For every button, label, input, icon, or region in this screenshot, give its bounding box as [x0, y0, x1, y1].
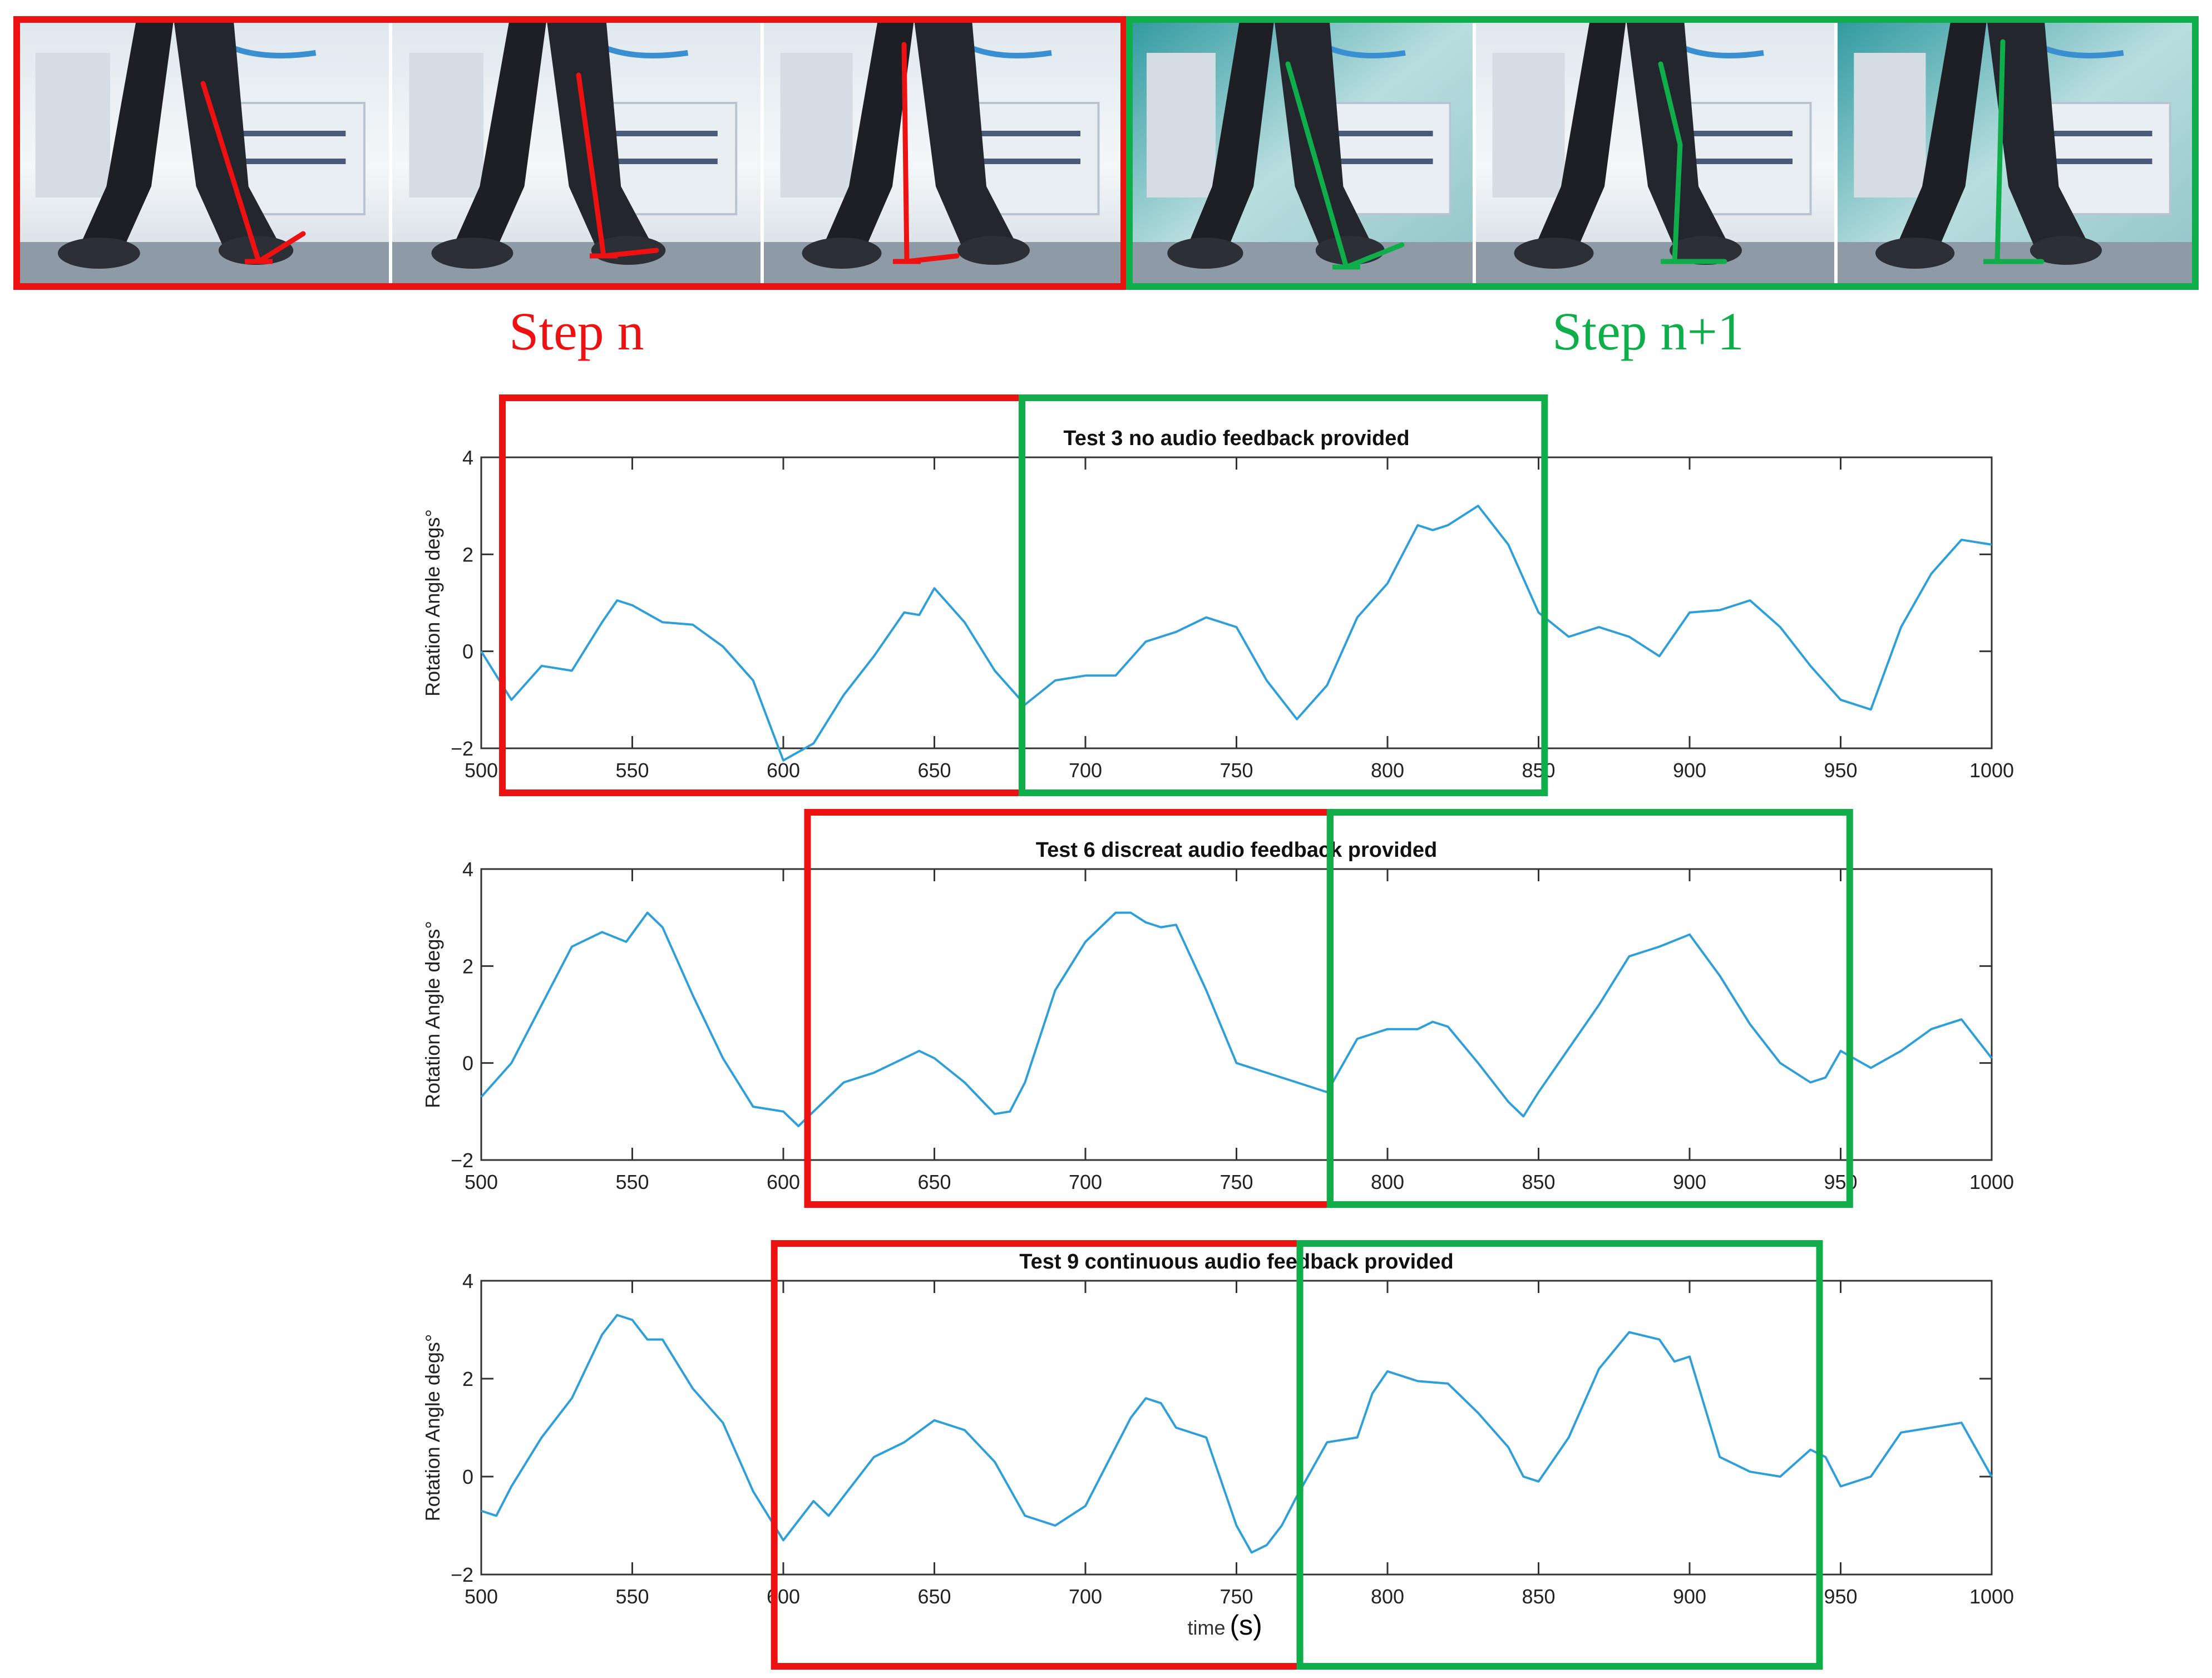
step-n-frame-3 [761, 19, 1124, 287]
y-tick-label: 0 [462, 640, 473, 663]
x-tick-label: 650 [917, 1585, 951, 1608]
x-tick-label: 950 [1824, 759, 1857, 782]
x-tick-label: 550 [615, 759, 649, 782]
x-tick-label: 650 [917, 1171, 951, 1193]
step-n-frame-2 [389, 19, 762, 287]
chart-panel-3: 500 550 600 650 700 750 800 850 900 950 1000 −2 0 2 4 R… [421, 1240, 2014, 1670]
step-n-frame-1 [17, 19, 391, 287]
y-tick-label: 2 [462, 543, 473, 566]
x-tick-label: 950 [1824, 1171, 1857, 1193]
chart-title: Test 6 discreat audio feedback provided [1036, 838, 1438, 862]
step-n1-frame-3 [1834, 19, 2195, 287]
x-tick-label: 550 [615, 1585, 649, 1608]
series-line [480, 505, 1992, 762]
y-tick-label: 4 [462, 446, 473, 469]
x-tick-label: 600 [767, 759, 800, 782]
step-n1-frame-1 [1129, 19, 1474, 287]
y-tick-label: −2 [451, 1149, 473, 1172]
x-tick-label: 800 [1371, 759, 1404, 782]
chart-panel-1: 500 550 600 650 700 750 800 850 900 950 1000 −2 0 2 4 R… [421, 394, 2014, 796]
step-n1-label: Step n+1 [1552, 302, 1744, 361]
step-n1-frame-2-leg-line [1658, 61, 1727, 264]
x-tick-label: 500 [465, 759, 498, 782]
chart-title: Test 3 no audio feedback provided [1063, 427, 1409, 450]
step-n1-frame-2 [1473, 19, 1836, 287]
step-n1-box [1296, 1240, 1823, 1670]
x-axis-unit: (s) [1230, 1610, 1262, 1641]
step-n-frame-box [13, 16, 1127, 290]
step-n-box [499, 394, 1025, 796]
y-tick-label: −2 [451, 737, 473, 760]
gait-photo-strip [13, 16, 2199, 290]
x-tick-label: 850 [1522, 1171, 1555, 1193]
x-tick-label: 850 [1522, 1585, 1555, 1608]
x-tick-label: 600 [767, 1171, 800, 1193]
x-tick-label: 750 [1219, 1171, 1253, 1193]
y-tick-label: 4 [462, 1270, 473, 1292]
y-axis-label: Rotation Angle degs° [421, 1334, 444, 1522]
x-tick-label: 700 [1069, 1585, 1102, 1608]
y-axis-label: Rotation Angle degs° [421, 921, 444, 1108]
x-tick-label: 900 [1673, 1171, 1706, 1193]
y-tick-label: 0 [462, 1052, 473, 1075]
x-tick-label: 500 [465, 1171, 498, 1193]
plot-area [480, 456, 1993, 749]
step-n-box [804, 809, 1334, 1208]
y-tick-label: 2 [462, 955, 473, 978]
series-line [480, 911, 1993, 1127]
x-tick-label: 1000 [1969, 1585, 2014, 1608]
plot-area [480, 868, 1993, 1161]
y-tick-label: 4 [462, 858, 473, 881]
x-tick-label: 700 [1069, 759, 1102, 782]
x-axis-label: time [1187, 1616, 1225, 1639]
y-axis-label: Rotation Angle degs° [421, 509, 444, 697]
step-n1-box [1018, 394, 1548, 796]
step-n1-frame-box [1126, 16, 2199, 290]
x-tick-label: 500 [465, 1585, 498, 1608]
y-tick-label: −2 [451, 1563, 473, 1586]
step-n-label: Step n [509, 302, 644, 361]
step-n-box [771, 1240, 1304, 1670]
x-tick-label: 1000 [1969, 1171, 2014, 1193]
x-tick-label: 900 [1673, 1585, 1706, 1608]
plot-area [480, 1280, 1993, 1576]
y-tick-label: 0 [462, 1465, 473, 1488]
chart-title: Test 9 continuous audio feedback provide… [1019, 1250, 1454, 1274]
x-tick-label: 800 [1371, 1171, 1404, 1193]
y-tick-label: 2 [462, 1368, 473, 1390]
x-tick-label: 800 [1371, 1585, 1404, 1608]
x-tick-label: 750 [1219, 759, 1253, 782]
series-line [481, 1314, 1993, 1554]
x-tick-label: 750 [1219, 1585, 1253, 1608]
x-tick-label: 950 [1824, 1585, 1857, 1608]
x-tick-label: 900 [1673, 759, 1706, 782]
chart-panel-2: 500 550 600 650 700 750 800 850 900 950 1000 −2 0 2 4 R… [421, 809, 2014, 1208]
x-tick-label: 1000 [1969, 759, 2014, 782]
x-tick-label: 550 [615, 1171, 649, 1193]
x-tick-label: 700 [1069, 1171, 1102, 1193]
x-tick-label: 850 [1522, 759, 1555, 782]
step-n1-box [1326, 809, 1853, 1208]
x-tick-label: 650 [917, 759, 951, 782]
x-tick-label: 600 [767, 1585, 800, 1608]
